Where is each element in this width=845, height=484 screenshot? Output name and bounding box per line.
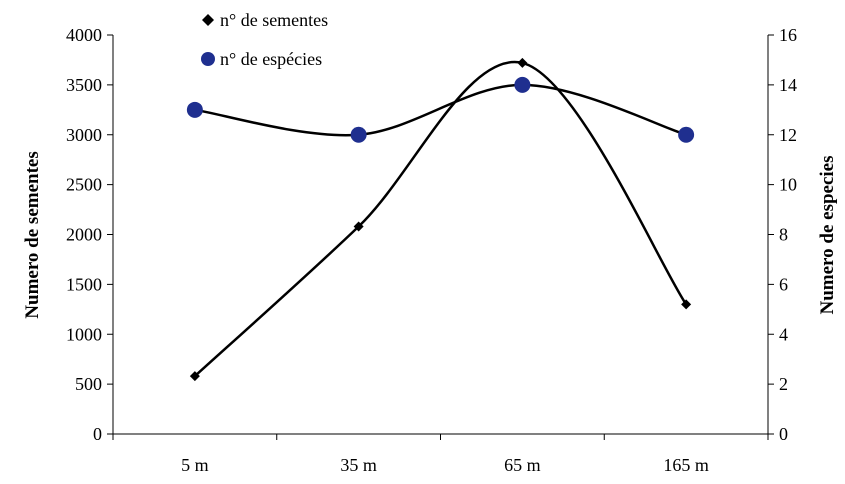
y-tick-label-right: 10 xyxy=(779,175,797,195)
legend-label-especies: n° de espécies xyxy=(220,49,322,69)
y-tick-label-right: 4 xyxy=(779,324,788,344)
y-tick-label-left: 1500 xyxy=(66,274,102,294)
data-point-sementes xyxy=(189,371,200,382)
legend-circle-icon xyxy=(201,52,215,66)
y-tick-label-right: 8 xyxy=(779,225,788,245)
y-tick-label-right: 0 xyxy=(779,424,788,444)
y-tick-label-left: 0 xyxy=(93,424,102,444)
legend: n° de sementes n° de espécies xyxy=(201,10,328,69)
y-tick-label-left: 2500 xyxy=(66,175,102,195)
y-tick-label-right: 2 xyxy=(779,374,788,394)
axes: 0 500 1000 1500 2000 2500 3000 3500 4000 0 2 4 6 8 10 1… xyxy=(66,25,797,475)
y-tick-label-left: 4000 xyxy=(66,25,102,45)
y-tick-label-right: 14 xyxy=(779,75,797,95)
data-point-sementes xyxy=(681,299,692,310)
series-line-2 xyxy=(194,83,687,137)
y-tick-label-right: 12 xyxy=(779,125,797,145)
data-point-sementes xyxy=(353,221,364,232)
legend-diamond-icon xyxy=(202,14,214,26)
x-tick-label: 65 m xyxy=(504,455,541,475)
data-point-especies xyxy=(186,101,203,118)
y-tick-label-right: 6 xyxy=(779,274,788,294)
y-axis-title-right: Numero de especies xyxy=(817,155,838,314)
y-tick-label-left: 2000 xyxy=(66,225,102,245)
y-tick-label-left: 500 xyxy=(75,374,102,394)
y-tick-label-left: 1000 xyxy=(66,324,102,344)
data-point-especies xyxy=(678,126,695,143)
x-tick-label: 35 m xyxy=(340,455,377,475)
x-tick-label: 5 m xyxy=(181,455,209,475)
series-layer xyxy=(186,57,695,382)
data-point-especies xyxy=(350,126,367,143)
y-tick-label-left: 3500 xyxy=(66,75,102,95)
x-tick-label: 165 m xyxy=(663,455,709,475)
y-axis-title-left: Numero de sementes xyxy=(22,151,43,318)
legend-label-sementes: n° de sementes xyxy=(220,10,328,30)
y-tick-label-left: 3000 xyxy=(66,125,102,145)
data-point-especies xyxy=(514,76,531,93)
data-point-sementes xyxy=(517,57,528,68)
y-tick-label-right: 16 xyxy=(779,25,797,45)
